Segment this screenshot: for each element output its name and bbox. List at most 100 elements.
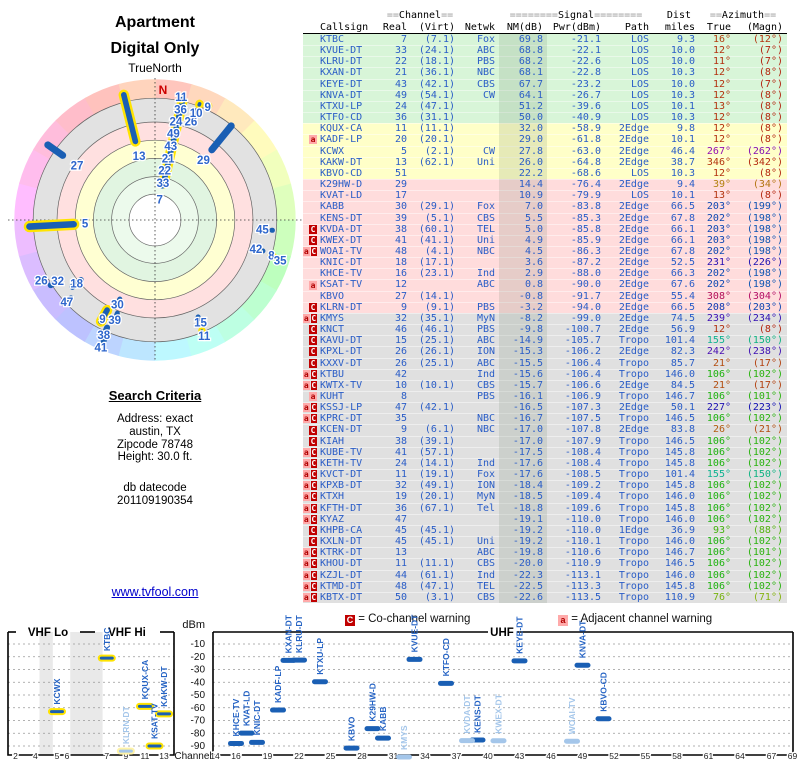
cell-network: PBS: [476, 391, 495, 402]
cell-power: -21.1: [570, 34, 601, 45]
cell-path: 2Edge: [618, 279, 649, 291]
cell-network: [459, 525, 499, 536]
cell-noise-margin: 14.4: [499, 179, 547, 191]
adjacent-channel-warning-icon: a: [303, 503, 310, 513]
co-channel-warning-icon: C: [310, 581, 317, 591]
radar-channel-label: 49: [167, 129, 180, 141]
cell-callsign: KNVA-DT: [320, 89, 363, 101]
radar-channel-label: 26: [185, 116, 198, 128]
cell-callsign: KLRN-DT: [320, 301, 363, 313]
cell-callsign: KUHT: [320, 391, 345, 402]
cell-network: Uni: [476, 536, 495, 548]
x-axis-tick-label: 6: [65, 751, 70, 761]
table-row: C KNCT 46 (46.1) PBS -9.8 -100.7 2Edge 56.9 12° (8…: [303, 324, 787, 336]
cell-distance: 146.5: [664, 413, 695, 425]
x-axis-tick-label: 55: [641, 751, 651, 761]
cell-true-azimuth: 242°: [706, 346, 731, 358]
radar-station-marker: [62, 295, 74, 307]
cell-virtual-channel: (46.1): [418, 324, 455, 336]
cell-network: CBS: [476, 558, 495, 570]
cell-power: -107.8: [564, 424, 601, 436]
cell-real-channel: 38: [394, 223, 407, 235]
table-row: KLRU-DT 22 (18.1) PBS 68.2 -22.6 LOS 10.0 11° (7°…: [303, 56, 787, 68]
table-row: a C KUBE-TV 41 (57.1) -17.5 -108.4 Tropo 145.8 10…: [303, 446, 787, 458]
adjacent-channel-warning-icon: a: [303, 447, 310, 457]
table-row: C KAVU-DT 15 (25.1) ABC -14.9 -105.7 Tropo 101.4…: [303, 335, 787, 347]
cell-path: Tropo: [618, 413, 649, 425]
cell-noise-margin: -18.8: [499, 502, 547, 514]
signal-bar: [116, 747, 135, 755]
signal-bar-callsign-label: KCWX: [52, 678, 62, 704]
cell-true-azimuth: 227°: [706, 402, 731, 414]
table-row: a C KPXB-DT 32 (49.1) ION -18.4 -109.2 Tropo 145.…: [303, 480, 787, 492]
radar-channel-label: 5: [82, 219, 89, 231]
cell-network: [459, 134, 499, 145]
column-header: Netwk: [464, 21, 495, 33]
co-channel-warning-icon: C: [310, 559, 317, 569]
cell-network: PBS: [476, 56, 495, 68]
table-row: C KHPB-CA 45 (45.1) -19.2 -110.0 1Edge 36.9 93° (…: [303, 524, 787, 537]
radar-station-marker: [164, 155, 172, 164]
cell-power: -39.6: [570, 100, 601, 112]
cell-noise-margin: 3.6: [499, 257, 547, 269]
signal-bar: [459, 738, 475, 744]
cell-power: -113.5: [564, 591, 601, 603]
cell-real-channel: 30: [394, 201, 407, 213]
table-row: C KWEX-DT 41 (41.1) Uni 4.9 -85.9 2Edge 66.1 203°…: [303, 234, 787, 246]
warning-markers: a: [303, 391, 319, 402]
adjacent-channel-warning-icon: a: [303, 459, 310, 469]
column-header: NM(dB): [506, 21, 543, 33]
cell-callsign: KXXV-DT: [320, 357, 363, 369]
cell-true-azimuth: 202°: [706, 212, 731, 224]
radar-station-marker: [195, 314, 202, 322]
radar-channel-label: 36: [174, 105, 187, 117]
cell-power: -110.0: [564, 513, 601, 525]
cell-virtual-channel: (20.1): [418, 491, 455, 503]
cell-network: MyN: [476, 491, 495, 503]
cell-power: -76.4: [570, 179, 601, 191]
cell-true-azimuth: 12°: [712, 67, 731, 79]
signal-bar-callsign-label: WOAI-TV: [567, 697, 577, 734]
co-channel-warning-icon: C: [310, 313, 317, 323]
cell-path: 2Edge: [618, 402, 649, 414]
signal-bar-callsign-label: KBVO-CD: [599, 672, 609, 712]
adjacent-channel-warning-icon: a: [303, 403, 310, 413]
cell-real-channel: 11: [394, 123, 407, 135]
legend-adjacent-channel: a = Adjacent channel warning: [558, 613, 712, 626]
cell-noise-margin: -17.6: [499, 469, 547, 481]
adjacent-channel-warning-icon: a: [303, 548, 310, 558]
cell-network: Tel: [476, 502, 495, 514]
y-axis-tick-label: -50: [191, 690, 206, 701]
radar-channel-label: 11: [198, 331, 211, 343]
cell-network: CBS: [476, 212, 495, 224]
tvfool-link[interactable]: www.tvfool.com: [111, 585, 199, 599]
cell-network: NBC: [476, 67, 495, 79]
cell-magnetic-azimuth: (203°): [746, 301, 783, 313]
cell-true-azimuth: 202°: [706, 279, 731, 291]
x-axis-tick-label: 2: [13, 751, 18, 761]
cell-magnetic-azimuth: (8°): [758, 89, 783, 101]
cell-true-azimuth: 106°: [706, 502, 731, 514]
x-axis-tick-label: 14: [210, 751, 220, 761]
report-title-line1: Apartment: [114, 14, 195, 31]
cell-distance: 146.5: [664, 435, 695, 447]
radar-channel-label: 9: [204, 102, 210, 114]
table-row: a C KBTX-DT 50 (3.1) CBS -22.6 -113.5 Tropo 110.9…: [303, 591, 787, 603]
cell-virtual-channel: (42.1): [418, 402, 455, 414]
cell-magnetic-azimuth: (304°): [746, 290, 783, 302]
cell-real-channel: 15: [394, 335, 407, 347]
cell-magnetic-azimuth: (198°): [746, 223, 783, 235]
adjacent-channel-warning-icon: a: [303, 380, 310, 390]
cell-virtual-channel: (39.1): [418, 435, 455, 447]
table-row: a C KZJL-DT 44 (61.1) Ind -22.3 -113.1 Tropo 146.…: [303, 569, 787, 581]
cell-distance: 146.0: [664, 536, 695, 548]
cell-true-azimuth: 12°: [712, 45, 731, 57]
co-channel-warning-icon: C: [310, 369, 317, 379]
adjacent-channel-warning-icon: a: [309, 135, 317, 145]
cell-power: -113.1: [564, 569, 601, 581]
